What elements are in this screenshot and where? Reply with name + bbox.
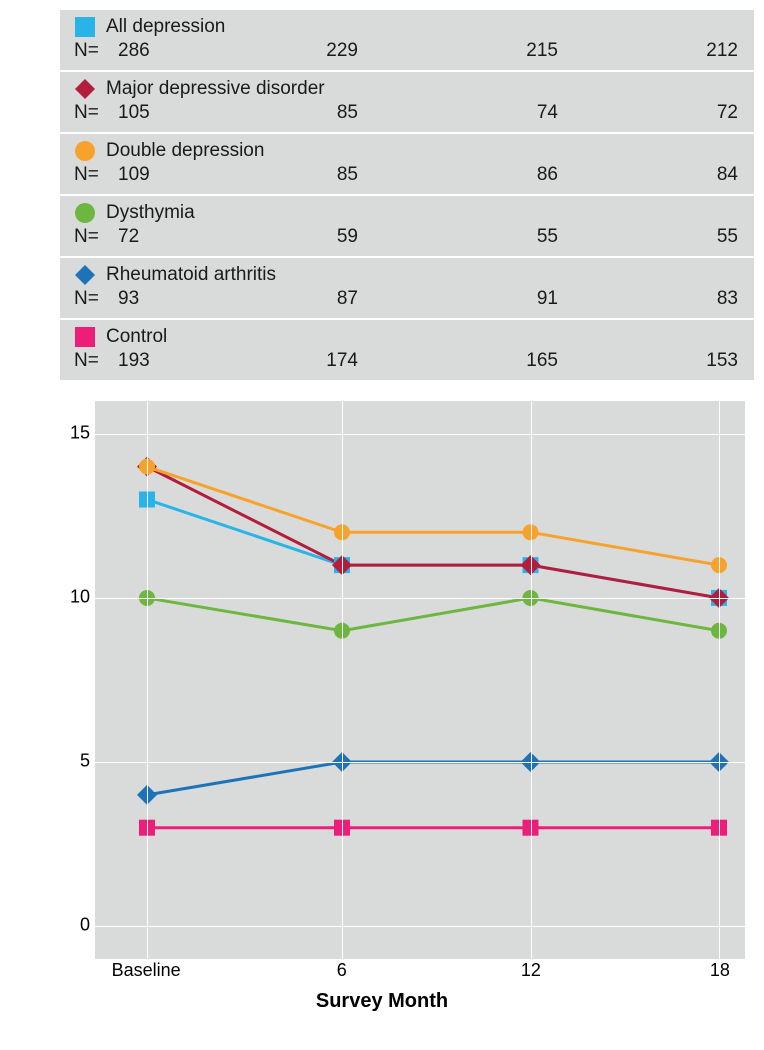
legend-n-value: 229	[158, 40, 358, 62]
legend-table: All depression N= 286 229 215 212 Major …	[60, 10, 754, 382]
legend-n-value: 85	[158, 164, 358, 186]
legend-row-all: All depression N= 286 229 215 212	[60, 10, 754, 72]
legend-label: Dysthymia	[106, 202, 195, 224]
legend-label: Double depression	[106, 140, 264, 162]
diamond-icon	[74, 78, 96, 100]
legend-row-ra: Rheumatoid arthritis N= 93 87 91 83	[60, 258, 754, 320]
legend-row-dys: Dysthymia N= 72 59 55 55	[60, 196, 754, 258]
legend-n-value: 193	[118, 350, 158, 372]
legend-n-value: 86	[358, 164, 558, 186]
legend-n-value: 215	[358, 40, 558, 62]
legend-n-value: 165	[358, 350, 558, 372]
y-tick-label: 15	[60, 422, 90, 443]
legend-n-value: 84	[558, 164, 738, 186]
legend-row-mdd: Major depressive disorder N= 105 85 74 7…	[60, 72, 754, 134]
square-icon	[74, 16, 96, 38]
legend-label: Control	[106, 326, 167, 348]
y-tick-label: 10	[60, 586, 90, 607]
legend-n-value: 72	[558, 102, 738, 124]
legend-n-value: 85	[158, 102, 358, 124]
grid-line-h	[95, 598, 745, 599]
x-axis-title: Survey Month	[10, 990, 754, 1013]
diamond-icon	[74, 264, 96, 286]
legend-label: Rheumatoid arthritis	[106, 264, 276, 286]
legend-n-prefix: N=	[74, 40, 118, 62]
grid-line-v	[531, 401, 532, 959]
legend-n-value: 105	[118, 102, 158, 124]
legend-n-value: 91	[358, 288, 558, 310]
legend-row-double: Double depression N= 109 85 86 84	[60, 134, 754, 196]
y-tick-label: 5	[60, 751, 90, 772]
legend-label: Major depressive disorder	[106, 78, 325, 100]
x-tick-label: Baseline	[112, 960, 181, 981]
x-axis-ticks: Baseline 6 12 18	[94, 960, 746, 984]
legend-n-prefix: N=	[74, 164, 118, 186]
chart-markers	[95, 401, 745, 959]
legend-n-prefix: N=	[74, 102, 118, 124]
y-tick-label: 0	[60, 915, 90, 936]
x-tick-label: 18	[710, 960, 730, 981]
grid-line-h	[95, 434, 745, 435]
circle-icon	[74, 140, 96, 162]
legend-n-prefix: N=	[74, 350, 118, 372]
grid-line-v	[147, 401, 148, 959]
legend-n-value: 87	[158, 288, 358, 310]
circle-icon	[74, 202, 96, 224]
legend-n-prefix: N=	[74, 288, 118, 310]
legend-n-value: 55	[558, 226, 738, 248]
legend-n-value: 286	[118, 40, 158, 62]
legend-n-value: 174	[158, 350, 358, 372]
legend-label: All depression	[106, 16, 225, 38]
legend-n-value: 83	[558, 288, 738, 310]
legend-n-prefix: N=	[74, 226, 118, 248]
legend-n-value: 59	[158, 226, 358, 248]
grid-line-h	[95, 926, 745, 927]
legend-n-value: 74	[358, 102, 558, 124]
legend-n-value: 55	[358, 226, 558, 248]
x-tick-label: 12	[521, 960, 541, 981]
y-axis-ticks: 0 5 10 15	[60, 400, 90, 960]
legend-n-value: 212	[558, 40, 738, 62]
legend-n-value: 153	[558, 350, 738, 372]
grid-line-v	[342, 401, 343, 959]
chart: Patient Health Questionnaire-9 Severity …	[10, 400, 754, 1013]
legend-n-value: 109	[118, 164, 158, 186]
square-icon	[74, 326, 96, 348]
legend-row-ctrl: Control N= 193 174 165 153	[60, 320, 754, 382]
x-tick-label: 6	[337, 960, 347, 981]
grid-line-v	[719, 401, 720, 959]
plot-area	[94, 400, 746, 960]
legend-n-value: 72	[118, 226, 158, 248]
legend-n-value: 93	[118, 288, 158, 310]
grid-line-h	[95, 762, 745, 763]
